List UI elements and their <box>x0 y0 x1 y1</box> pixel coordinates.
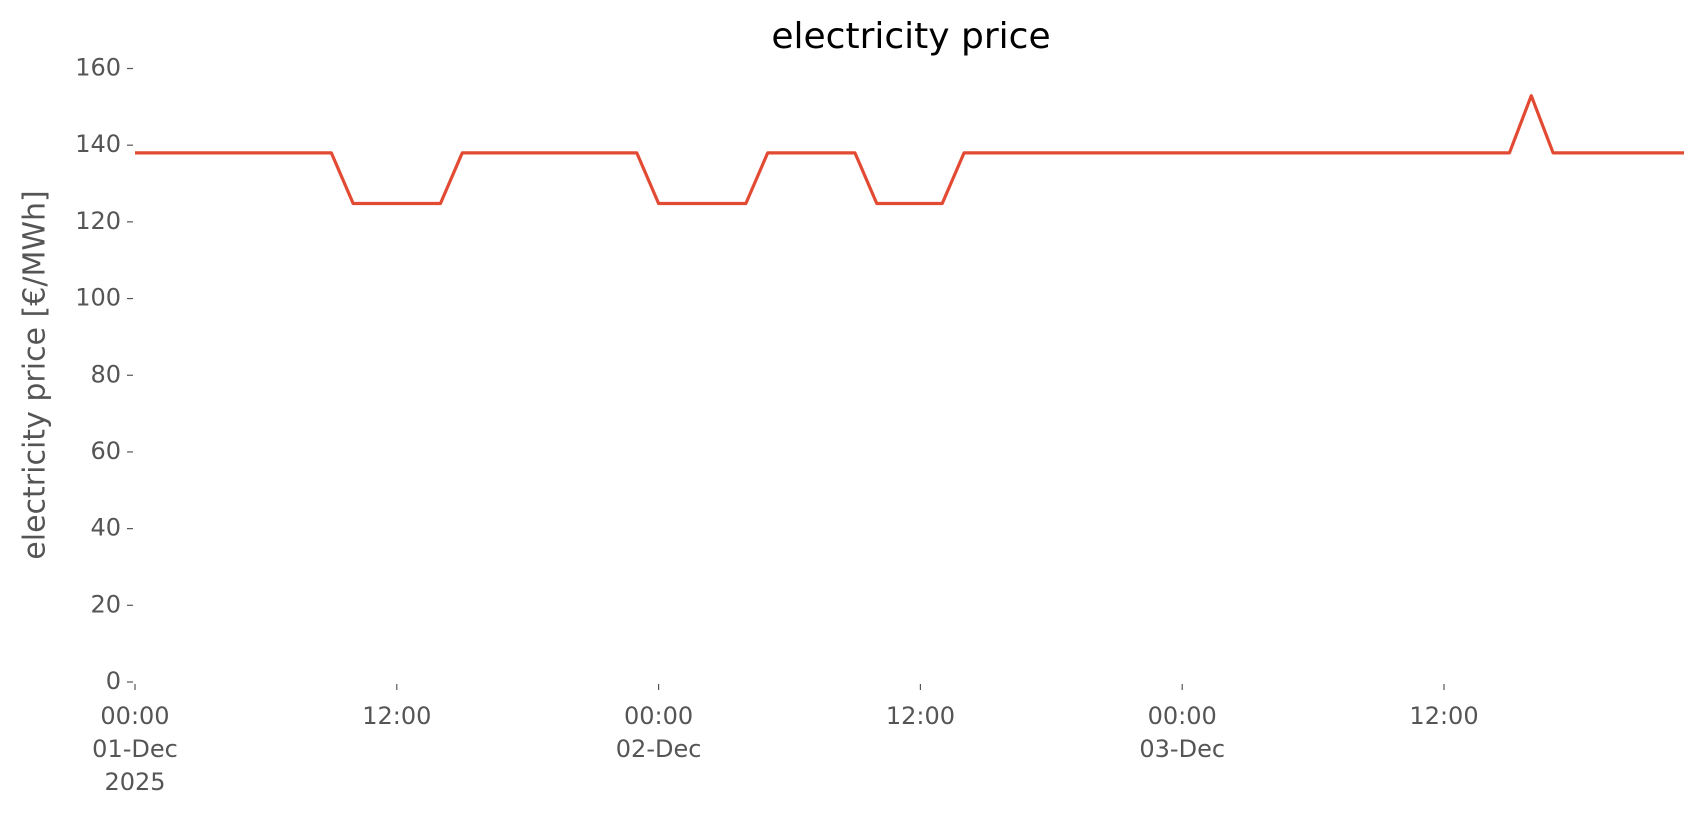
x-tick-label: 12:00 <box>886 702 955 730</box>
chart-title: electricity price <box>771 16 1050 57</box>
y-tick-label: 20 <box>90 590 121 618</box>
x-tick-label-line: 00:00 <box>624 702 693 730</box>
x-tick-label-line: 12:00 <box>886 702 955 730</box>
y-tick-label: 80 <box>90 360 121 388</box>
y-tick-label: 40 <box>90 514 121 542</box>
x-tick-label: 00:00 03-Dec <box>1139 702 1225 763</box>
x-tick-label: 12:00 <box>362 702 431 730</box>
x-tick-label-line: 12:00 <box>1409 702 1478 730</box>
y-tick-label: 100 <box>75 284 121 312</box>
x-tick-label-line: 2025 <box>104 768 165 796</box>
y-tick-label: 140 <box>75 130 121 158</box>
y-tick-label: 60 <box>90 437 121 465</box>
y-tick-label: 160 <box>75 54 121 82</box>
x-tick-label-line: 12:00 <box>362 702 431 730</box>
x-tick-label-line: 03-Dec <box>1139 735 1225 763</box>
x-tick-label: 00:00 01-Dec 2025 <box>92 702 178 796</box>
x-tick-label-line: 02-Dec <box>616 735 702 763</box>
y-tick-label: 120 <box>75 207 121 235</box>
x-tick-label-line: 00:00 <box>1148 702 1217 730</box>
price-line <box>135 94 1684 206</box>
y-axis-label: electricity price [€/MWh] <box>18 190 53 559</box>
y-tick-label: 0 <box>106 667 121 695</box>
x-tick-label: 12:00 <box>1409 702 1478 730</box>
x-tick-label-line: 00:00 <box>100 702 169 730</box>
x-tick-label-line: 01-Dec <box>92 735 178 763</box>
x-tick-label: 00:00 02-Dec <box>616 702 702 763</box>
